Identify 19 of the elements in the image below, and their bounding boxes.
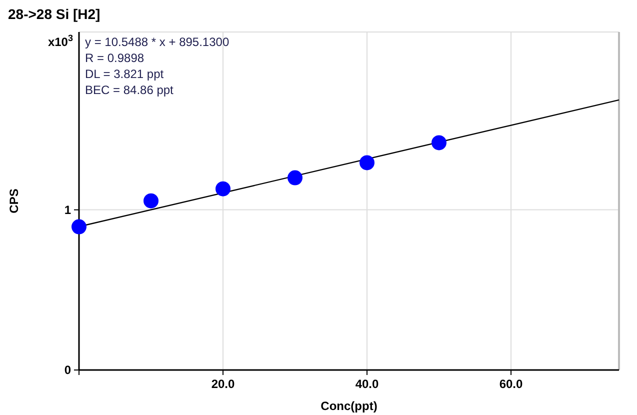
point xyxy=(432,135,446,150)
point xyxy=(216,181,230,196)
text: x10$^{3}$ xyxy=(48,33,73,49)
y-tick-label: 0 xyxy=(64,363,72,377)
x-axis-title: Conc(ppt) xyxy=(320,399,378,413)
point xyxy=(360,155,374,170)
annotation: R = 0.9898 xyxy=(85,51,144,65)
x-tick-label: 60.0 xyxy=(499,377,523,391)
point xyxy=(288,170,302,186)
annotation: y = 10.5488 * x + 895.1300 xyxy=(85,35,230,49)
x-tick-label: 20.0 xyxy=(211,377,235,391)
chart-title: 28->28 Si [H2] xyxy=(8,6,100,22)
point xyxy=(144,193,158,208)
y-axis-title: CPS xyxy=(7,188,21,214)
y-tick-label: 1 xyxy=(64,202,72,217)
annotation: BEC = 84.86 ppt xyxy=(85,83,174,97)
x-tick-label: 40.0 xyxy=(355,377,379,391)
annotation: DL = 3.821 ppt xyxy=(85,67,164,81)
point xyxy=(72,219,86,234)
